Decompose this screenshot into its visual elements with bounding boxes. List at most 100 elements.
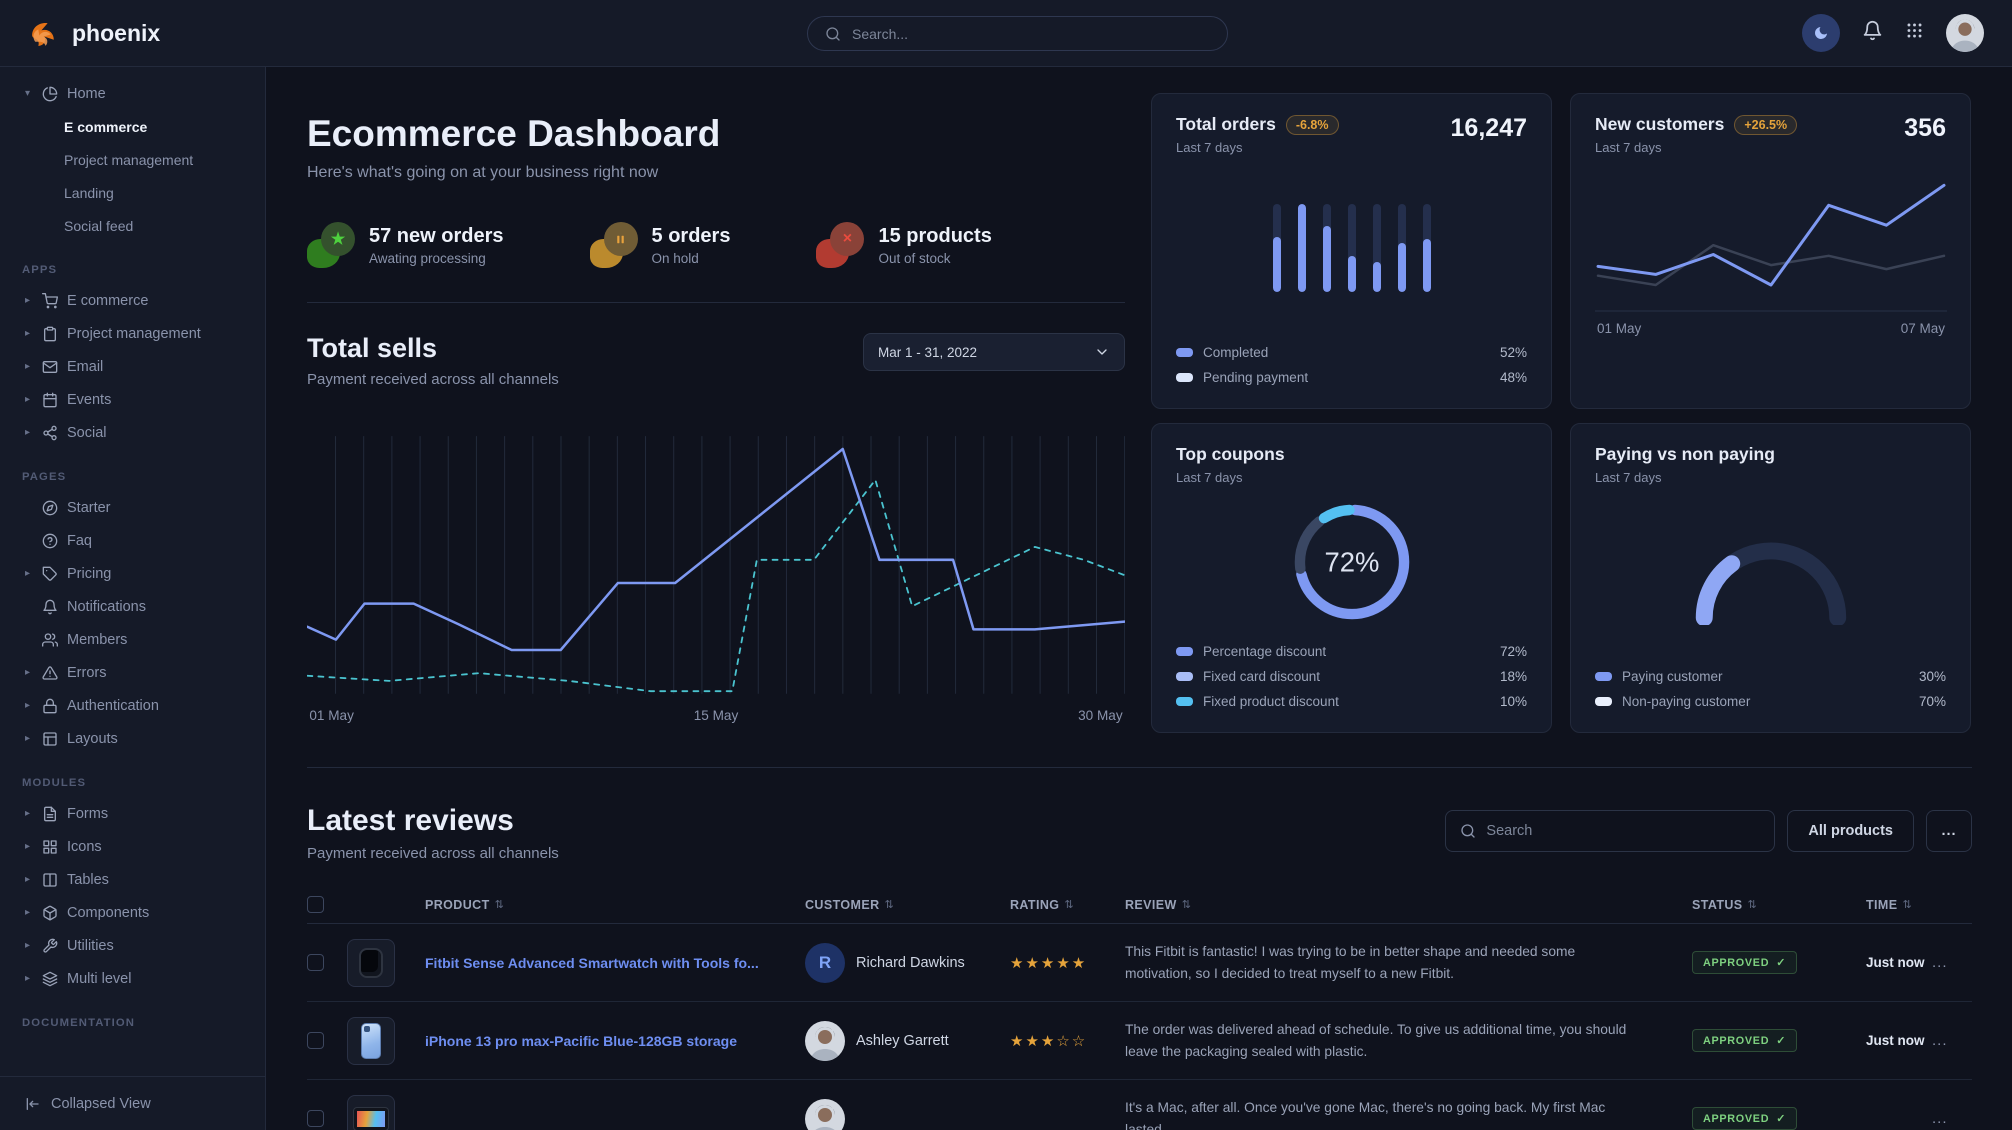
sidebar-item-faq[interactable]: Faq — [0, 524, 265, 557]
sidebar-item-label: Icons — [67, 838, 102, 855]
sidebar-item-e-commerce[interactable]: ▸ E commerce — [0, 284, 265, 317]
legend-label: Paying customer — [1622, 669, 1723, 684]
row-checkbox[interactable] — [307, 954, 324, 971]
sidebar-item-label: Home — [67, 85, 106, 102]
chevron-down-icon — [1094, 344, 1110, 360]
column-header-status[interactable]: STATUS ⇅ — [1692, 897, 1758, 912]
row-more-button[interactable]: ... — [1932, 1110, 1948, 1127]
sidebar-nav: ▾ Home E commerce Project management Landing… — [0, 77, 265, 1030]
row-checkbox[interactable] — [307, 1110, 324, 1127]
product-link[interactable]: iPhone 13 pro max-Pacific Blue-128GB sto… — [425, 1032, 737, 1049]
user-avatar[interactable] — [1946, 14, 1984, 52]
product-thumbnail[interactable] — [347, 1016, 395, 1065]
sidebar-item-label: Authentication — [67, 697, 159, 714]
sidebar-item-icons[interactable]: ▸ Icons — [0, 830, 265, 863]
order-bar — [1297, 203, 1306, 292]
column-header-review[interactable]: REVIEW ⇅ — [1125, 897, 1192, 912]
sidebar-item-label: Social — [67, 424, 107, 441]
app-grid-icon[interactable] — [1905, 21, 1924, 45]
users-icon — [42, 632, 58, 648]
notifications-bell-icon[interactable] — [1862, 20, 1883, 46]
main-content: Ecommerce Dashboard Here's what's going … — [267, 67, 2012, 1130]
product-link[interactable]: Fitbit Sense Advanced Smartwatch with To… — [425, 954, 759, 971]
reviews-subtitle: Payment received across all channels — [307, 845, 559, 862]
total-sells-subtitle: Payment received across all channels — [307, 371, 559, 388]
customer-name: Richard Dawkins — [856, 954, 965, 971]
compass-icon — [42, 500, 58, 516]
column-header-rating[interactable]: RATING ⇅ — [1010, 897, 1075, 912]
sidebar-item-components[interactable]: ▸ Components — [0, 896, 265, 929]
product-thumbnail[interactable] — [347, 938, 395, 987]
theme-toggle-button[interactable] — [1802, 14, 1840, 52]
legend-value: 48% — [1499, 370, 1527, 385]
sidebar-item-authentication[interactable]: ▸ Authentication — [0, 689, 265, 722]
stat-caption: Out of stock — [878, 250, 951, 266]
caret-right-icon: ▸ — [24, 808, 31, 819]
global-search[interactable] — [807, 16, 1228, 51]
sidebar-item-notifications[interactable]: Notifications — [0, 590, 265, 623]
card-period: Last 7 days — [1176, 140, 1243, 155]
sidebar-item-home[interactable]: ▾ Home — [0, 77, 265, 110]
top-coupons-card: Top coupons Last 7 days 72% Percentage d… — [1151, 423, 1552, 733]
card-title: Top coupons — [1176, 444, 1285, 464]
columns-icon — [42, 872, 58, 888]
column-header-product[interactable]: PRODUCT ⇅ — [425, 897, 505, 912]
sidebar-item-email[interactable]: ▸ Email — [0, 350, 265, 383]
sidebar-subitem-e-commerce[interactable]: E commerce — [64, 118, 148, 135]
review-text: The order was delivered ahead of schedul… — [1125, 1022, 1627, 1059]
customer-avatar: R — [805, 942, 845, 983]
sidebar-item-pricing[interactable]: ▸ Pricing — [0, 557, 265, 590]
stat-awating-processing: ★ 57 new orders Awating processing — [307, 222, 504, 268]
sidebar-subitem-project-management[interactable]: Project management — [64, 151, 194, 168]
row-more-button[interactable]: ... — [1932, 1032, 1948, 1049]
sidebar-item-social[interactable]: ▸ Social — [0, 416, 265, 449]
caret-right-icon: ▸ — [24, 427, 31, 438]
phoenix-logo-icon — [28, 17, 61, 50]
legend-item-paying-customer: Paying customer 30% — [1595, 664, 1946, 689]
order-bar — [1272, 203, 1281, 292]
x-icon: × — [830, 222, 865, 256]
check-icon: ✓ — [1776, 1113, 1786, 1125]
card-title: Total orders — [1176, 114, 1276, 134]
all-products-button[interactable]: All products — [1787, 810, 1914, 852]
sidebar-item-tables[interactable]: ▸ Tables — [0, 863, 265, 896]
reviews-search[interactable] — [1445, 810, 1776, 852]
sidebar-item-starter[interactable]: Starter — [0, 491, 265, 524]
more-options-button[interactable]: ... — [1926, 810, 1972, 852]
sidebar-item-utilities[interactable]: ▸ Utilities — [0, 929, 265, 962]
column-header-customer[interactable]: CUSTOMER ⇅ — [805, 897, 895, 912]
sidebar-item-label: Forms — [67, 805, 109, 822]
collapse-label: Collapsed View — [51, 1095, 151, 1112]
legend-label: Fixed product discount — [1203, 694, 1339, 709]
column-header-time[interactable]: TIME ⇅ — [1866, 897, 1913, 912]
caret-right-icon: ▸ — [24, 841, 31, 852]
product-thumbnail[interactable] — [347, 1094, 395, 1130]
row-checkbox[interactable] — [307, 1032, 324, 1049]
sidebar-item-forms[interactable]: ▸ Forms — [0, 797, 265, 830]
layout-icon — [42, 731, 58, 747]
sidebar-item-members[interactable]: Members — [0, 623, 265, 656]
sidebar-subitem-social-feed[interactable]: Social feed — [64, 217, 134, 234]
sidebar-subitem-landing[interactable]: Landing — [64, 184, 114, 201]
alert-triangle-icon — [42, 665, 58, 681]
legend-item-fixed-product-discount: Fixed product discount 10% — [1176, 689, 1527, 714]
global-search-input[interactable] — [852, 25, 1210, 42]
sidebar-item-errors[interactable]: ▸ Errors — [0, 656, 265, 689]
sidebar-item-layouts[interactable]: ▸ Layouts — [0, 722, 265, 755]
sidebar-section-label: APPS — [22, 264, 58, 276]
sidebar-item-label: Tables — [67, 871, 109, 888]
date-range-select[interactable]: Mar 1 - 31, 2022 — [863, 333, 1125, 371]
customer-cell: R Richard Dawkins — [805, 942, 1010, 983]
legend-swatch — [1176, 348, 1193, 357]
brand-logo[interactable]: phoenix — [28, 17, 160, 50]
row-more-button[interactable]: ... — [1932, 954, 1948, 971]
mail-icon — [42, 359, 58, 375]
collapse-sidebar-button[interactable]: Collapsed View — [0, 1076, 265, 1130]
reviews-search-input[interactable] — [1486, 823, 1761, 839]
select-all-checkbox[interactable] — [307, 896, 324, 913]
sidebar-item-events[interactable]: ▸ Events — [0, 383, 265, 416]
legend-item-fixed-card-discount: Fixed card discount 18% — [1176, 664, 1527, 689]
sidebar-item-multi-level[interactable]: ▸ Multi level — [0, 962, 265, 995]
sidebar-item-project-management[interactable]: ▸ Project management — [0, 317, 265, 350]
sidebar-item-label: Components — [67, 904, 150, 921]
